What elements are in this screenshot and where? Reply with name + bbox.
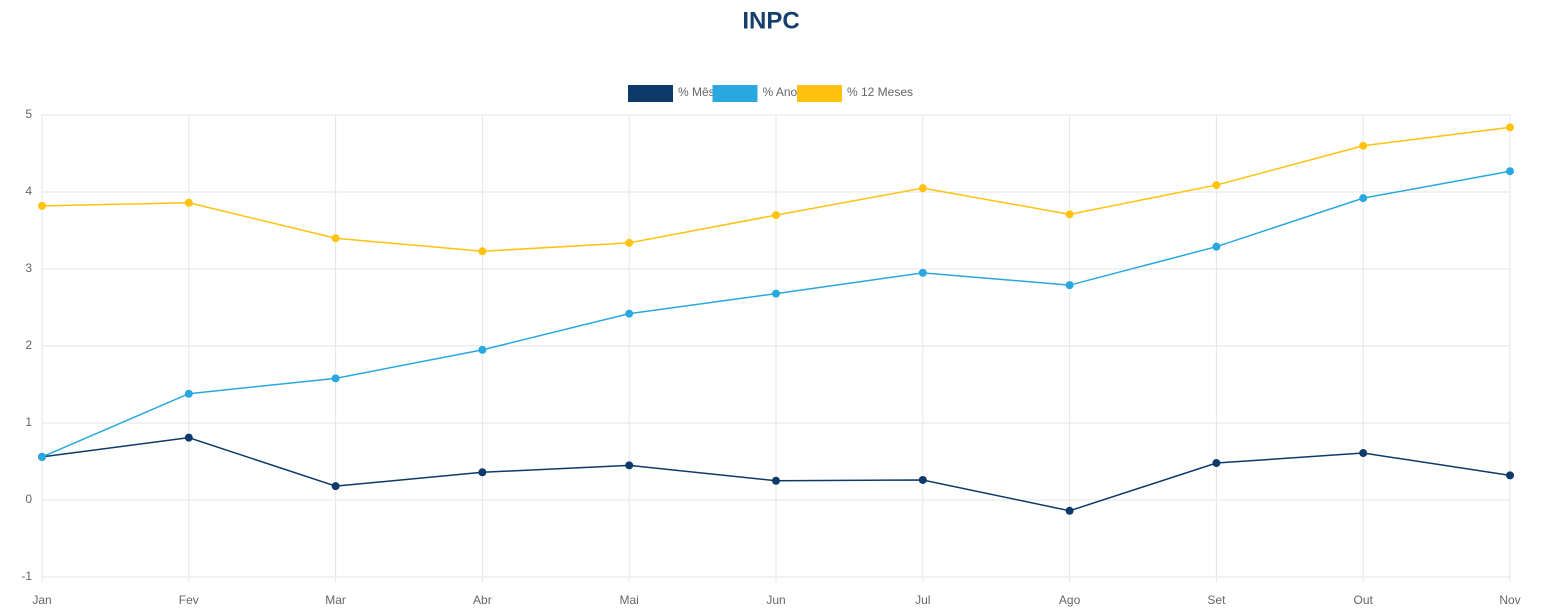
data-point: [331, 482, 340, 491]
data-point: [331, 234, 340, 243]
data-point: [38, 201, 46, 210]
data-point: [625, 461, 634, 470]
data-point: [1359, 141, 1368, 150]
legend-label: % 12 Meses: [847, 85, 913, 99]
data-point: [772, 476, 780, 485]
legend-swatch: [797, 85, 842, 102]
data-point: [1359, 194, 1368, 203]
y-tick-label: 5: [25, 107, 32, 121]
y-tick-label: 1: [25, 415, 32, 429]
data-point: [918, 475, 927, 484]
data-point: [1506, 471, 1514, 480]
data-point: [478, 468, 487, 477]
data-point: [918, 184, 927, 193]
x-tick-label: Set: [1207, 593, 1226, 607]
data-point: [1212, 181, 1221, 190]
data-point: [184, 389, 193, 398]
data-point: [478, 345, 487, 354]
data-point: [1212, 242, 1221, 251]
data-point: [331, 374, 340, 383]
y-tick-label: -1: [21, 569, 32, 583]
legend-label: % Ano: [763, 85, 798, 99]
x-tick-label: Out: [1354, 593, 1374, 607]
chart-title: INPC: [742, 7, 799, 34]
data-point: [184, 433, 193, 442]
x-tick-label: Jan: [32, 593, 51, 607]
legend-label: % Mês: [678, 85, 715, 99]
x-tick-label: Abr: [473, 593, 492, 607]
x-tick-label: Fev: [179, 593, 199, 607]
legend-swatch: [712, 85, 758, 102]
y-tick-label: 4: [25, 184, 32, 198]
y-tick-label: 0: [25, 492, 32, 506]
data-point: [1065, 281, 1074, 290]
x-tick-label: Jul: [915, 593, 930, 607]
data-point: [184, 198, 193, 207]
data-point: [1359, 449, 1368, 458]
data-point: [772, 289, 780, 298]
x-tick-label: Jun: [766, 593, 785, 607]
x-tick-label: Nov: [1499, 593, 1520, 607]
data-point: [1506, 123, 1514, 132]
data-point: [38, 452, 46, 461]
legend-swatch: [628, 85, 673, 102]
data-point: [625, 309, 634, 318]
data-point: [478, 247, 487, 256]
data-point: [1506, 167, 1514, 176]
y-tick-label: 2: [25, 338, 32, 352]
data-point: [1212, 459, 1221, 468]
x-tick-label: Mar: [325, 593, 346, 607]
data-point: [625, 238, 634, 247]
data-point: [1065, 506, 1074, 515]
y-tick-label: 3: [25, 261, 32, 275]
data-point: [918, 268, 927, 277]
x-tick-label: Ago: [1059, 593, 1081, 607]
x-tick-label: Mai: [620, 593, 639, 607]
data-point: [1065, 210, 1074, 219]
data-point: [772, 211, 780, 220]
